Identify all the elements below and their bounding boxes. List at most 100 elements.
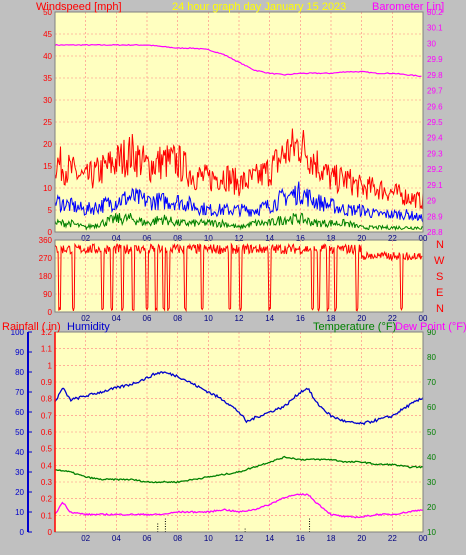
x-tick-label: 08: [173, 234, 182, 243]
direction-label-s: S: [436, 271, 443, 283]
wind-axis-tick: 30: [43, 96, 52, 105]
wind-axis-tick: 50: [43, 8, 52, 17]
rain-axis-tick: 1.2: [41, 328, 53, 337]
barometer-line: [54, 43, 422, 78]
x-tick-label: 04: [112, 534, 121, 543]
wind-axis-tick: 5: [48, 206, 53, 215]
x-tick-label: 14: [265, 234, 274, 243]
humidity-axis-tick: 60: [15, 408, 24, 417]
barometer-axis-tick: 28.9: [427, 212, 443, 221]
direction-label-e: E: [436, 287, 443, 299]
humidity-axis-tick: 90: [15, 348, 24, 357]
x-tick-label: 16: [296, 534, 305, 543]
x-tick-label: 10: [204, 234, 213, 243]
x-tick-label: 12: [235, 234, 244, 243]
x-tick-label: 12: [235, 534, 244, 543]
x-tick-label: 04: [112, 234, 121, 243]
wind-average-line: [54, 181, 424, 223]
temperature-axis-tick: 80: [427, 353, 436, 362]
x-tick-label: 10: [204, 534, 213, 543]
wind-axis-tick: 10: [43, 184, 52, 193]
direction-label-w: W: [434, 255, 445, 267]
panel-frame: [54, 11, 424, 233]
barometer-axis-tick: 29.7: [427, 87, 443, 96]
barometer-axis-tick: 29.5: [427, 118, 443, 127]
x-tick-label: 20: [357, 534, 366, 543]
dewpoint-label: Dew Point (°F): [395, 321, 466, 333]
temperature-axis-tick: 30: [427, 478, 436, 487]
temperature-label: Temperature (°F): [313, 321, 396, 333]
wind-low-line: [54, 212, 424, 232]
rain-axis-tick: 1: [48, 361, 53, 370]
barometer-axis-tick: 30.1: [427, 24, 443, 33]
x-tick-label: 02: [81, 314, 90, 323]
barometer-axis-tick: 29.1: [427, 181, 443, 190]
x-tick-label: 22: [388, 314, 397, 323]
humidity-axis-tick: 0: [20, 528, 25, 537]
humidity-axis-tick: 50: [15, 428, 24, 437]
wind-axis-tick: 25: [43, 118, 52, 127]
rain-axis-tick: 0.2: [41, 495, 53, 504]
x-tick-label: 10: [204, 314, 213, 323]
temperature-axis-tick: 10: [427, 528, 436, 537]
humidity-label: Humidity: [67, 321, 110, 333]
x-tick-label: 06: [143, 234, 152, 243]
x-tick-label: 06: [143, 534, 152, 543]
direction-label-n2: N: [436, 303, 444, 315]
temperature-axis-tick: 20: [427, 503, 436, 512]
x-tick-label: 18: [327, 234, 336, 243]
windspeed-header: Windspeed [mph]: [36, 1, 122, 13]
barometer-axis-tick: 28.8: [427, 228, 443, 237]
wind-axis-tick: 0: [48, 228, 53, 237]
rain-axis-tick: 0.7: [41, 411, 53, 420]
humidity-axis-tick: 20: [15, 488, 24, 497]
barometer-header: Barometer [.in]: [372, 1, 444, 13]
dewpoint-line: [54, 492, 423, 519]
x-tick-label: 08: [173, 534, 182, 543]
rain-axis-tick: 0.5: [41, 445, 53, 454]
humidity-axis-tick: 70: [15, 388, 24, 397]
humidity-line: [54, 371, 424, 426]
wind-axis-tick: 45: [43, 30, 52, 39]
rain-axis-tick: 0.6: [41, 428, 53, 437]
barometer-axis-tick: 29.2: [427, 165, 443, 174]
rain-axis-tick: 1.1: [41, 345, 53, 354]
direction-axis-tick: 0: [48, 308, 53, 317]
rainfall-label: Rainfall (.in): [2, 321, 61, 333]
direction-axis-tick: 270: [39, 254, 53, 263]
barometer-axis-tick: 29.4: [427, 134, 443, 143]
direction-label-n1: N: [436, 239, 444, 251]
panel-frame: [54, 239, 424, 313]
barometer-axis-tick: 29.6: [427, 102, 443, 111]
wind-axis-tick: 35: [43, 74, 52, 83]
x-tick-label: 20: [357, 314, 366, 323]
rain-axis-tick: 0.4: [41, 461, 53, 470]
direction-axis-tick: 180: [39, 272, 53, 281]
wind-axis-tick: 15: [43, 162, 52, 171]
rain-axis-tick: 0.9: [41, 378, 53, 387]
x-tick-label: 02: [81, 534, 90, 543]
wind-axis-tick: 20: [43, 140, 52, 149]
humidity-axis-tick: 40: [15, 448, 24, 457]
x-tick-label: 18: [327, 534, 336, 543]
temperature-axis-tick: 40: [427, 453, 436, 462]
humidity-axis-tick: 100: [11, 328, 25, 337]
x-tick-label: 00: [419, 534, 428, 543]
x-tick-label: 06: [143, 314, 152, 323]
wind-direction-line: [54, 242, 423, 313]
x-tick-label: 16: [296, 314, 305, 323]
temperature-line: [54, 455, 424, 484]
temperature-axis-tick: 90: [427, 328, 436, 337]
temperature-axis-tick: 70: [427, 378, 436, 387]
rain-axis-tick: 0.8: [41, 395, 53, 404]
temperature-axis-tick: 50: [427, 428, 436, 437]
x-tick-label: 00: [419, 234, 428, 243]
rain-axis-tick: 0.1: [41, 511, 53, 520]
x-tick-label: 16: [296, 234, 305, 243]
direction-axis-tick: 90: [43, 290, 52, 299]
humidity-axis-tick: 10: [15, 508, 24, 517]
temperature-axis-tick: 60: [427, 403, 436, 412]
x-tick-label: 22: [388, 534, 397, 543]
x-tick-label: 14: [265, 314, 274, 323]
